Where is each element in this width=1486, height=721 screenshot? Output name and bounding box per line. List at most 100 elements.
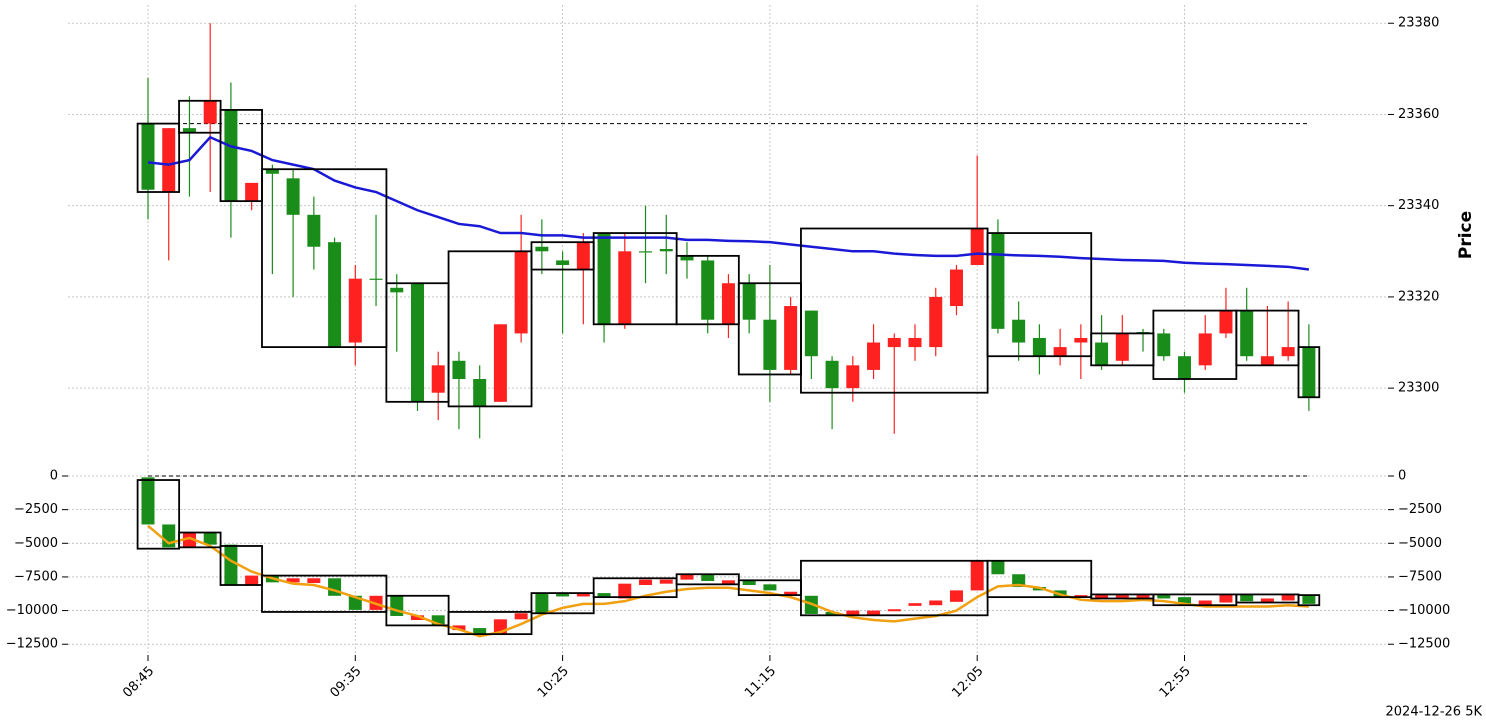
zone-box	[592, 577, 678, 599]
zone-box	[1235, 309, 1300, 367]
candle-body	[784, 591, 798, 596]
candle-body	[286, 178, 300, 215]
candle-body	[639, 579, 653, 586]
candle-body	[887, 609, 901, 612]
candle-body	[846, 365, 860, 389]
candle-body	[328, 242, 342, 348]
candle-body	[701, 260, 715, 320]
candle-body	[1053, 347, 1067, 357]
candle-body	[307, 214, 321, 247]
candle-body	[452, 625, 466, 631]
candle-body	[431, 615, 445, 626]
candle-body	[473, 628, 487, 635]
y-tick-label: −5000	[1398, 536, 1442, 551]
candle-body	[763, 584, 777, 591]
zone-box	[447, 611, 533, 636]
candle-body	[597, 233, 611, 325]
y-tick-label-left: −5000	[14, 536, 58, 551]
candle-body	[410, 615, 424, 621]
zone-box	[261, 574, 388, 613]
candle-body	[245, 182, 259, 202]
candle-body	[556, 593, 570, 597]
y-tick-label: 23380	[1398, 16, 1439, 31]
candle-body	[1074, 595, 1088, 598]
zone-box	[219, 545, 263, 586]
y-tick-label: −12500	[1398, 637, 1450, 652]
candle-body	[991, 233, 1005, 329]
candle-body	[390, 287, 404, 293]
candle-body	[141, 123, 155, 190]
candle-body	[224, 109, 238, 202]
candle-body	[410, 283, 424, 402]
y-tick-label-left: 0	[50, 468, 58, 483]
candle-body	[576, 593, 590, 597]
candle-body	[1240, 310, 1254, 357]
y-tick-label: 23320	[1398, 289, 1439, 304]
candle-body	[1302, 347, 1316, 398]
candle-body	[1281, 347, 1295, 357]
candle-body	[970, 228, 984, 265]
candle-body	[556, 260, 570, 265]
candle-body	[535, 246, 549, 252]
candle-body	[659, 249, 673, 252]
candle-body	[639, 251, 653, 253]
candle-body	[1012, 574, 1026, 588]
candle-body	[784, 306, 798, 370]
candle-body	[970, 560, 984, 591]
candle-body	[929, 600, 943, 606]
zone-box	[261, 168, 388, 348]
candle-body	[1074, 337, 1088, 343]
candle-body	[245, 575, 259, 586]
x-tick-label: 12:55	[1157, 664, 1194, 701]
indicator-line	[147, 135, 1310, 271]
candle-body	[1240, 594, 1254, 602]
candle-body	[1302, 595, 1316, 604]
candle-body	[680, 255, 694, 261]
candle-body	[1178, 356, 1191, 380]
candle-body	[286, 578, 300, 583]
candle-body	[1178, 597, 1191, 604]
candle-body	[1157, 333, 1171, 357]
candle-body	[1136, 595, 1150, 599]
candle-body	[1198, 600, 1212, 605]
candle-body	[825, 360, 839, 389]
candle-body	[1115, 595, 1129, 598]
y-tick-label: −10000	[1398, 603, 1450, 618]
zone-box	[530, 592, 595, 615]
candle-body	[1260, 356, 1274, 366]
candle-body	[1157, 595, 1171, 599]
candle-body	[1198, 333, 1212, 366]
y-tick-label: 0	[1398, 468, 1406, 483]
candle-body	[265, 169, 279, 174]
candle-body	[473, 379, 487, 407]
y-tick-label-left: −10000	[6, 603, 58, 618]
zone-box	[136, 479, 181, 550]
zone-box	[1297, 594, 1321, 607]
y-tick-label: 23360	[1398, 107, 1439, 122]
candle-body	[867, 342, 881, 370]
candle-body	[618, 583, 632, 599]
candle-body	[721, 283, 735, 325]
annotation: 2024-12-26 5K	[1386, 705, 1483, 720]
y-tick-label: 23340	[1398, 198, 1439, 213]
y-tick-label: −7500	[1398, 569, 1442, 584]
candle-body	[908, 337, 922, 348]
y-tick-label-left: −2500	[14, 502, 58, 517]
candle-body	[1012, 319, 1026, 343]
x-tick-label: 12:05	[949, 664, 986, 701]
candle-body	[1219, 310, 1233, 334]
zone-box	[1297, 346, 1321, 399]
candle-body	[825, 611, 839, 615]
candle-body	[867, 610, 881, 615]
candle-body	[618, 251, 632, 325]
candle-body	[908, 603, 922, 606]
candle-body	[846, 610, 860, 616]
candle-body	[203, 532, 217, 545]
candle-body	[1115, 333, 1129, 361]
candle-body	[1095, 595, 1109, 599]
candle-body	[887, 337, 901, 348]
zone-box	[986, 232, 1093, 358]
candle-body	[203, 100, 217, 124]
